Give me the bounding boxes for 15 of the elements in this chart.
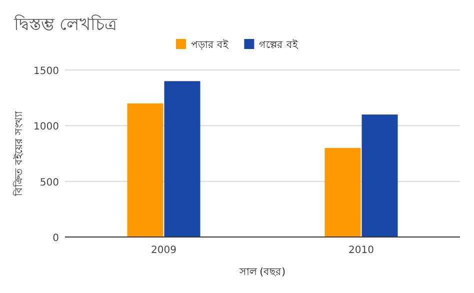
bar — [164, 81, 200, 237]
x-axis-title: সাল (বছর) — [238, 267, 286, 278]
y-tick-label: 0 — [52, 233, 59, 244]
y-tick-label: 500 — [40, 177, 59, 188]
chart-title: দ্বিস্তম্ভ লেখচিত্র — [13, 14, 118, 35]
y-tick-label: 1000 — [34, 122, 59, 133]
y-axis-title: বিক্রিত বইয়ের সংখ্যা — [13, 110, 25, 198]
bar — [324, 148, 361, 237]
bar — [362, 114, 398, 237]
legend-label: গল্পের বই — [259, 39, 298, 51]
x-tick-label: 2010 — [348, 245, 374, 256]
x-tick-label: 2009 — [151, 245, 176, 256]
bar — [127, 103, 164, 237]
legend-label: পড়ার বই — [191, 39, 230, 51]
y-tick-label: 1500 — [34, 66, 59, 77]
